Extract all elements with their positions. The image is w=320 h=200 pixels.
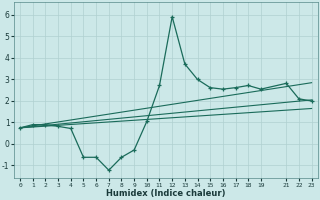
X-axis label: Humidex (Indice chaleur): Humidex (Indice chaleur) [106, 189, 226, 198]
